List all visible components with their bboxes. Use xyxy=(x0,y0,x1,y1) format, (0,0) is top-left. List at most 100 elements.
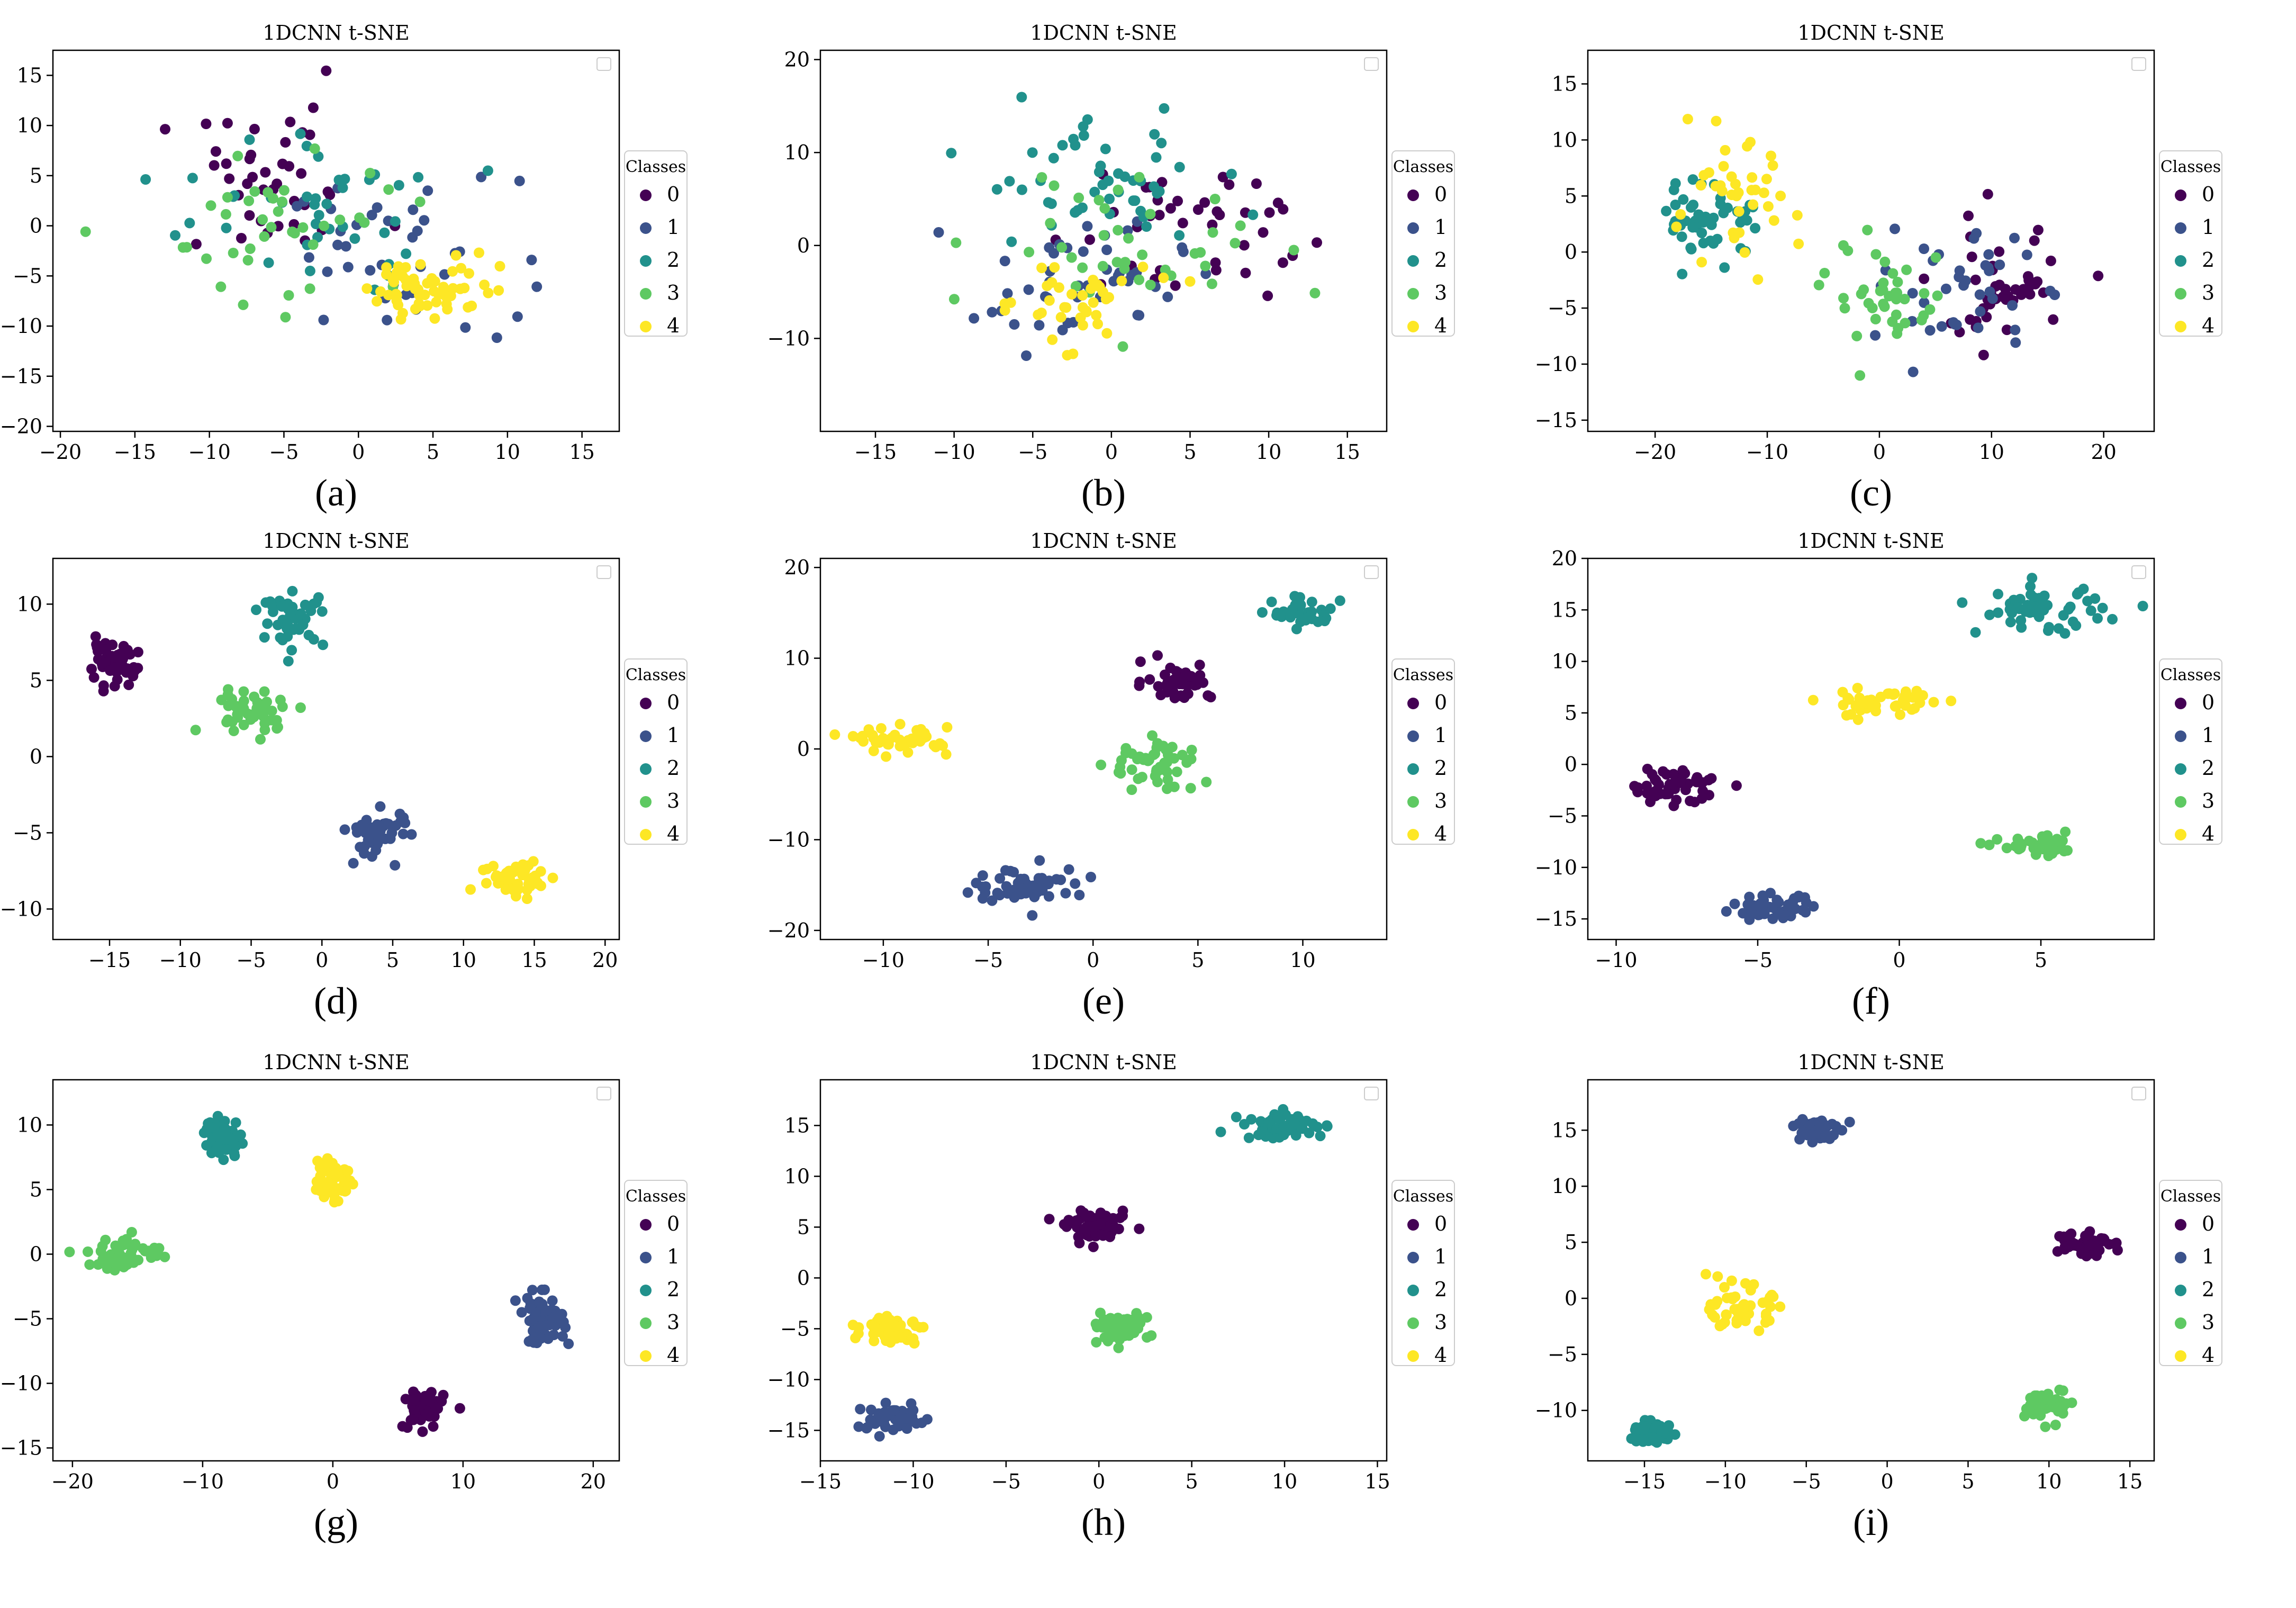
tsne-panel-a: 1DCNN t-SNE−20 −15 −10 −5 0 5 10 15−20−15−10−50… xyxy=(0,21,688,514)
legend-label-2: 2 xyxy=(1434,248,1447,272)
point-class-1 xyxy=(422,185,433,196)
point-class-4 xyxy=(481,878,492,889)
point-class-3 xyxy=(1200,260,1211,272)
point-class-0 xyxy=(110,654,121,664)
point-class-2 xyxy=(275,632,286,643)
point-class-1 xyxy=(2021,249,2032,260)
point-class-3 xyxy=(1093,195,1105,206)
point-class-4 xyxy=(1726,1275,1737,1286)
point-class-1 xyxy=(512,311,523,322)
legend-label-3: 3 xyxy=(1434,281,1447,304)
point-class-4 xyxy=(1746,185,1757,196)
point-class-3 xyxy=(2057,1403,2068,1414)
point-class-3 xyxy=(308,239,319,250)
legend-label-3: 3 xyxy=(1434,1311,1447,1334)
point-class-1 xyxy=(342,261,354,273)
point-class-3 xyxy=(1148,749,1159,760)
point-class-1 xyxy=(1027,910,1038,921)
point-class-1 xyxy=(1134,310,1145,321)
legend-label-3: 3 xyxy=(667,1311,680,1334)
point-class-4 xyxy=(397,308,408,319)
point-class-0 xyxy=(109,662,120,673)
point-class-4 xyxy=(1895,709,1905,720)
point-class-3 xyxy=(232,150,243,161)
y-tick-label: −10 xyxy=(1535,353,1577,376)
point-class-0 xyxy=(1153,681,1164,692)
point-class-2 xyxy=(318,639,329,651)
point-class-3 xyxy=(1134,751,1145,762)
x-tick-label: −10 xyxy=(933,440,975,464)
classes-legend: Classes 0 1 2 3 4 xyxy=(624,658,688,845)
point-class-3 xyxy=(261,697,272,708)
point-class-3 xyxy=(2040,1394,2051,1405)
legend-marker-3 xyxy=(1407,1317,1419,1329)
point-class-4 xyxy=(491,870,502,881)
point-class-1 xyxy=(1082,221,1093,232)
y-tick-label: −10 xyxy=(1535,856,1577,879)
point-class-1 xyxy=(1907,288,1918,299)
point-class-1 xyxy=(1987,293,1998,304)
point-class-3 xyxy=(951,237,962,248)
point-class-4 xyxy=(1044,295,1055,306)
point-class-4 xyxy=(1081,306,1092,318)
point-class-1 xyxy=(303,252,314,263)
point-class-4 xyxy=(1718,161,1729,172)
point-class-2 xyxy=(1078,121,1089,132)
point-class-0 xyxy=(2029,235,2040,246)
point-class-1 xyxy=(1924,325,1936,336)
point-class-2 xyxy=(1312,1122,1323,1133)
point-class-1 xyxy=(880,1397,891,1408)
legend-label-0: 0 xyxy=(1434,1212,1447,1235)
scatter-points xyxy=(1661,114,2104,381)
point-class-4 xyxy=(1768,1291,1779,1302)
point-class-4 xyxy=(1675,209,1686,220)
point-class-2 xyxy=(2004,604,2015,615)
point-class-3 xyxy=(1185,783,1196,794)
chart-title: 1DCNN t-SNE xyxy=(1030,21,1177,44)
point-class-2 xyxy=(1255,1116,1267,1127)
scatter-points xyxy=(86,585,558,904)
point-class-0 xyxy=(1194,660,1205,671)
point-class-2 xyxy=(1278,1130,1289,1141)
point-class-3 xyxy=(948,294,960,305)
point-class-4 xyxy=(500,884,511,895)
x-tick-label: 5 xyxy=(427,440,439,464)
point-class-4 xyxy=(431,296,442,308)
legend-label-1: 1 xyxy=(667,724,680,747)
point-class-0 xyxy=(1135,656,1146,667)
y-tick-label: 15 xyxy=(1552,598,1577,621)
point-class-3 xyxy=(1235,220,1246,231)
point-class-3 xyxy=(1134,274,1145,285)
point-class-3 xyxy=(140,1245,150,1257)
x-tick-label: 10 xyxy=(1256,440,1281,464)
point-class-2 xyxy=(288,624,299,635)
point-class-3 xyxy=(1114,1334,1125,1345)
x-tick-label: −15 xyxy=(1623,1470,1666,1493)
legend-label-4: 4 xyxy=(1434,822,1447,845)
point-class-4 xyxy=(1742,141,1752,152)
point-class-2 xyxy=(1004,176,1015,187)
y-tick-label: −10 xyxy=(767,828,810,851)
point-class-1 xyxy=(406,829,417,840)
point-class-4 xyxy=(1005,297,1016,308)
point-class-3 xyxy=(1892,276,1903,287)
point-class-1 xyxy=(382,314,393,326)
point-class-0 xyxy=(100,644,111,655)
point-class-1 xyxy=(541,1320,553,1331)
point-class-0 xyxy=(1044,1214,1055,1225)
point-class-2 xyxy=(304,265,315,276)
point-class-3 xyxy=(249,691,260,702)
y-tick-label: 5 xyxy=(1565,1231,1577,1254)
point-class-2 xyxy=(1129,195,1141,206)
point-class-4 xyxy=(1053,282,1064,293)
point-class-4 xyxy=(388,276,400,287)
point-class-4 xyxy=(1909,703,1920,714)
point-class-0 xyxy=(1134,676,1145,688)
point-class-3 xyxy=(259,718,270,729)
point-class-3 xyxy=(2015,843,2026,854)
legend-marker-3 xyxy=(2175,796,2186,808)
point-class-1 xyxy=(366,210,377,221)
point-class-0 xyxy=(1071,1215,1082,1226)
point-class-3 xyxy=(1992,834,2003,845)
point-class-3 xyxy=(1930,252,1941,263)
